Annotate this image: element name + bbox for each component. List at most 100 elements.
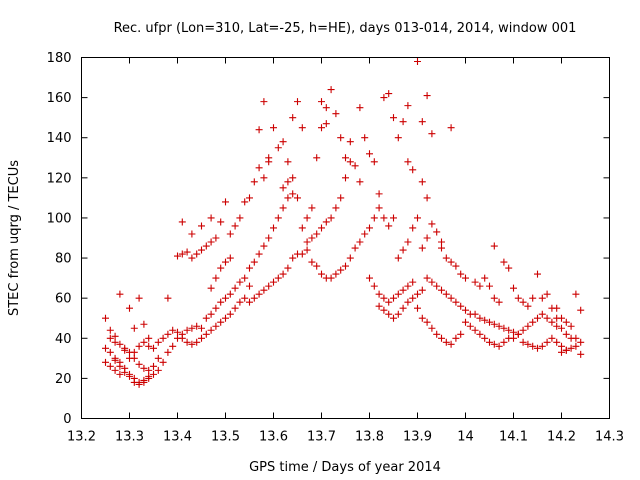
data-point — [351, 244, 359, 252]
data-point — [529, 318, 537, 326]
x-tick-label: 13.5 — [211, 430, 240, 445]
data-point — [500, 324, 508, 332]
data-point — [471, 326, 479, 334]
data-point — [255, 250, 263, 258]
data-point — [423, 92, 431, 100]
data-point — [366, 274, 373, 282]
x-tick-label: 13.8 — [355, 430, 384, 445]
data-point — [140, 364, 148, 372]
x-axis-label: GPS time / Days of year 2014 — [249, 460, 441, 475]
data-point — [442, 290, 450, 298]
data-point — [476, 282, 484, 290]
data-point — [303, 238, 311, 246]
data-point — [438, 286, 445, 294]
data-point — [135, 360, 143, 368]
data-point — [452, 334, 460, 342]
data-point — [380, 294, 388, 302]
data-point — [250, 294, 258, 302]
data-point — [202, 330, 210, 338]
data-point — [130, 324, 138, 332]
data-point — [260, 98, 268, 106]
data-point — [126, 354, 133, 362]
data-point — [438, 244, 445, 252]
data-point — [423, 318, 431, 326]
data-point — [385, 90, 393, 98]
data-point — [111, 332, 119, 340]
data-point — [490, 242, 498, 250]
data-point — [135, 294, 143, 302]
data-points — [102, 58, 585, 388]
data-point — [106, 326, 114, 334]
data-point — [399, 118, 407, 126]
data-point — [318, 224, 325, 232]
data-point — [438, 238, 445, 246]
data-point — [279, 270, 287, 278]
data-point — [284, 178, 292, 186]
data-point — [394, 290, 402, 298]
data-point — [390, 114, 397, 122]
data-point — [385, 298, 393, 306]
x-tick-label: 13.9 — [403, 430, 432, 445]
data-point — [404, 238, 412, 246]
data-point — [418, 286, 426, 294]
data-point — [418, 178, 426, 186]
data-point — [567, 344, 575, 352]
data-point — [476, 330, 484, 338]
data-point — [495, 298, 503, 306]
y-tick-label: 160 — [47, 91, 72, 106]
data-point — [212, 234, 220, 242]
y-tick-label: 0 — [63, 412, 71, 427]
data-point — [183, 338, 191, 346]
data-point — [207, 326, 215, 334]
data-point — [548, 318, 556, 326]
data-point — [255, 126, 263, 134]
data-point — [313, 262, 321, 270]
data-point — [150, 344, 157, 352]
data-point — [562, 318, 570, 326]
data-point — [207, 238, 215, 246]
data-point — [255, 290, 263, 298]
data-point — [198, 334, 205, 342]
y-tick-label: 120 — [47, 171, 72, 186]
data-point — [356, 104, 364, 112]
tick-labels: 13.2 13.3 13.4 13.5 13.6 13.7 13.8 13.9 14 14.1 14… — [47, 51, 624, 445]
data-point — [145, 374, 153, 382]
data-point — [399, 304, 407, 312]
data-point — [226, 254, 234, 262]
data-point — [370, 158, 378, 166]
data-point — [183, 326, 191, 334]
data-point — [140, 338, 148, 346]
data-point — [423, 194, 431, 202]
data-point — [265, 234, 273, 242]
data-point — [217, 218, 225, 226]
data-point — [404, 102, 412, 110]
data-point — [452, 298, 460, 306]
data-point — [140, 320, 148, 328]
data-point — [246, 282, 253, 290]
data-point — [236, 298, 244, 306]
data-point — [337, 266, 345, 274]
data-point — [562, 330, 570, 338]
data-point — [318, 124, 325, 132]
data-point — [255, 164, 263, 172]
data-point — [462, 274, 469, 282]
data-point — [418, 314, 426, 322]
data-point — [342, 174, 349, 182]
data-point — [404, 158, 412, 166]
data-point — [505, 326, 513, 334]
data-point — [390, 294, 397, 302]
data-point — [222, 314, 229, 322]
data-point — [332, 204, 340, 212]
data-point — [428, 278, 436, 286]
data-point — [318, 270, 325, 278]
data-point — [241, 198, 249, 206]
data-point — [116, 370, 124, 378]
data-point — [519, 326, 527, 334]
data-point — [294, 194, 301, 202]
data-point — [116, 340, 124, 348]
x-tick-label: 14.2 — [547, 430, 576, 445]
data-point — [414, 290, 421, 298]
data-point — [111, 338, 119, 346]
data-point — [164, 330, 172, 338]
data-point — [327, 274, 335, 282]
